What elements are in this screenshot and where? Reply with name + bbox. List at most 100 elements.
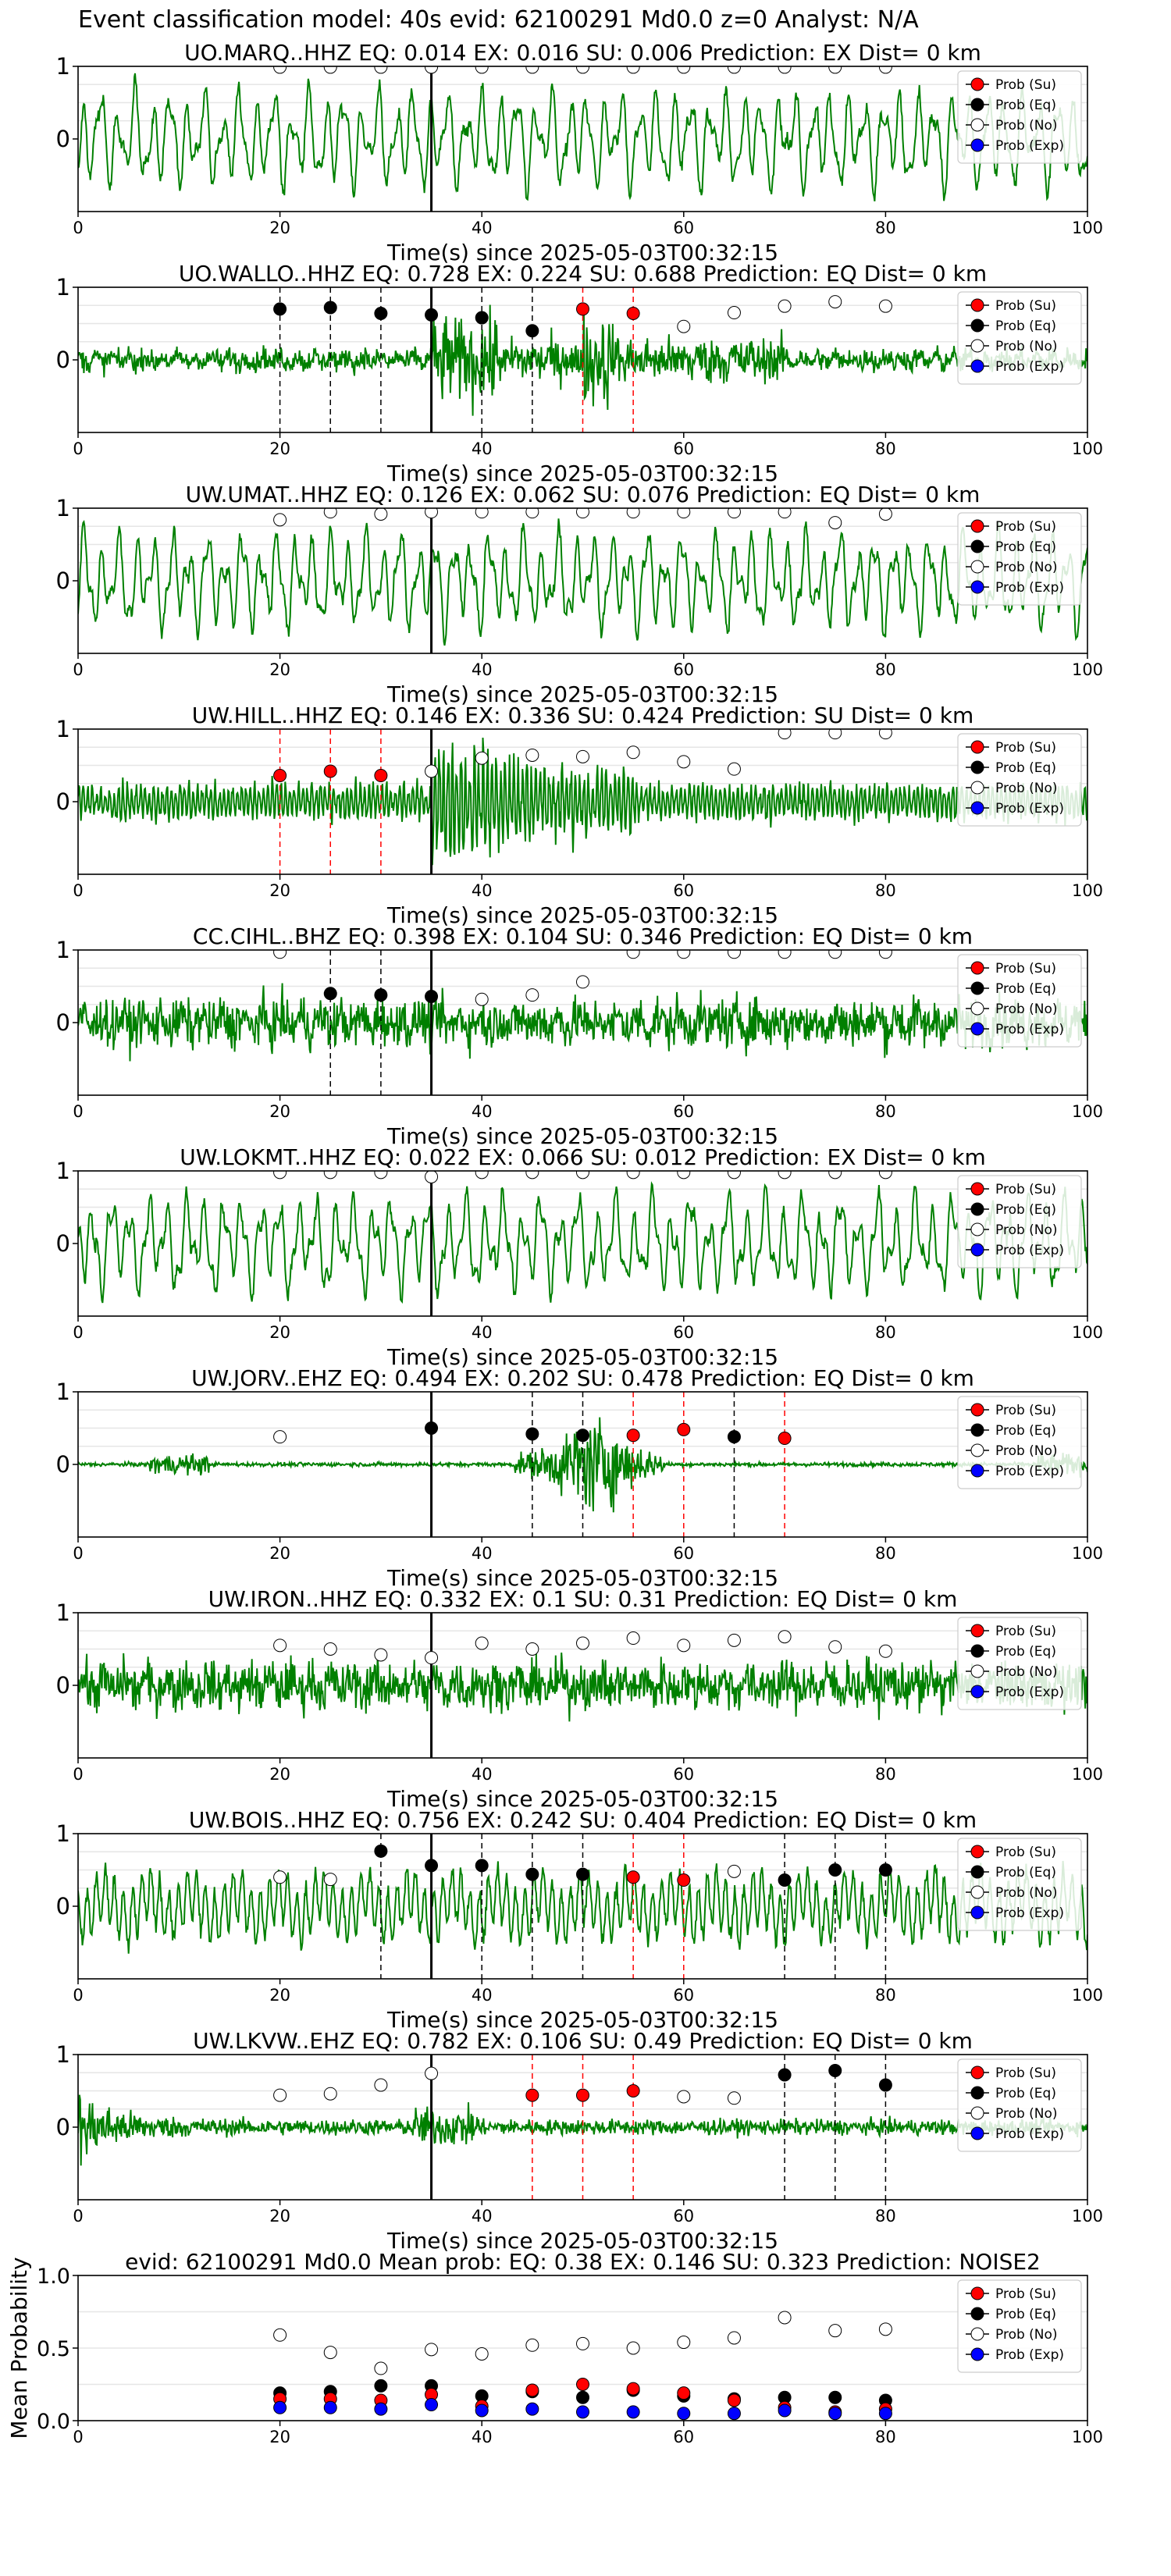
waveform-line	[78, 983, 1087, 1062]
legend-marker-exp	[970, 580, 984, 594]
legend-marker-su	[970, 1845, 984, 1859]
mean-point-no	[626, 2341, 640, 2355]
y-tick-label: 0	[56, 1009, 70, 1036]
y-tick-label: 1	[56, 2041, 70, 2068]
prob-point-su	[778, 1432, 792, 1446]
prob-point-no	[374, 1648, 388, 1662]
mean-point-su	[525, 2383, 539, 2397]
x-tick-label: 0	[73, 1102, 83, 1121]
plot-area	[78, 729, 1087, 874]
prob-point-no	[323, 1873, 337, 1887]
legend-label: Prob (Su)	[995, 1624, 1056, 1639]
prob-point-eq	[374, 988, 388, 1002]
prob-point-su	[626, 306, 640, 320]
x-tick-label: 20	[269, 881, 290, 900]
prob-point-no	[525, 748, 539, 762]
prob-point-eq	[425, 1421, 439, 1435]
prob-point-no	[273, 1430, 287, 1444]
y-tick-label: 0	[56, 126, 70, 152]
legend: Prob (Su) Prob (Eq) Prob (No) Prob (Exp)	[957, 2279, 1082, 2373]
legend-label: Prob (Exp)	[995, 359, 1064, 375]
prob-point-no	[878, 66, 892, 74]
x-axis-label: Time(s) since 2025-05-03T00:32:15	[386, 681, 778, 707]
station-panel: UW.HILL..HHZ EQ: 0.146 EX: 0.336 SU: 0.4…	[56, 703, 1104, 928]
legend-marker-exp	[970, 1022, 984, 1036]
legend-marker-no	[970, 1443, 984, 1457]
legend-label: Prob (No)	[995, 1222, 1058, 1238]
prob-point-eq	[525, 324, 539, 338]
legend-marker-eq	[970, 981, 984, 995]
legend: Prob (Su) Prob (Eq) Prob (No) Prob (Exp)	[957, 1838, 1082, 1931]
prob-point-eq	[425, 1859, 439, 1873]
prob-point-eq	[878, 1863, 892, 1877]
mean-point-no	[677, 2336, 691, 2350]
x-tick-label: 40	[472, 439, 493, 458]
legend-label: Prob (No)	[995, 560, 1058, 575]
x-tick-label: 80	[875, 1323, 896, 1342]
plot-area	[78, 1171, 1087, 1316]
prob-point-no	[677, 1171, 691, 1179]
prob-point-eq	[576, 1867, 589, 1881]
mean-point-su	[576, 2378, 589, 2391]
x-axis-label: Time(s) since 2025-05-03T00:32:15	[386, 1565, 778, 1591]
prob-point-su	[677, 1422, 691, 1436]
legend-label: Prob (No)	[995, 781, 1058, 796]
panel-title: UW.HILL..HHZ EQ: 0.146 EX: 0.336 SU: 0.4…	[192, 703, 974, 728]
y-tick-label: 1	[56, 274, 70, 301]
prob-point-eq	[425, 308, 439, 322]
prob-point-no	[576, 975, 589, 989]
x-tick-label: 0	[73, 219, 83, 237]
prob-point-no	[878, 950, 892, 959]
x-tick-label: 60	[673, 881, 694, 900]
legend-frame	[957, 70, 1082, 164]
x-tick-label: 40	[472, 1102, 493, 1121]
prob-point-eq	[374, 1844, 388, 1858]
legend-label: Prob (Su)	[995, 2065, 1056, 2081]
prob-point-no	[828, 1640, 842, 1654]
panel-title: UW.BOIS..HHZ EQ: 0.756 EX: 0.242 SU: 0.4…	[189, 1807, 977, 1833]
waveform-line	[78, 518, 1087, 646]
x-tick-label: 100	[1072, 1544, 1103, 1563]
legend-frame	[957, 1396, 1082, 1489]
plot-area	[273, 2311, 892, 2421]
prob-point-su	[374, 769, 388, 783]
prob-point-no	[778, 1171, 792, 1179]
station-panel: UW.BOIS..HHZ EQ: 0.756 EX: 0.242 SU: 0.4…	[56, 1807, 1104, 2033]
legend-marker-su	[970, 1403, 984, 1417]
y-tick-label: 1	[56, 716, 70, 742]
legend-label: Prob (Su)	[995, 1403, 1056, 1418]
panel-title: UW.IRON..HHZ EQ: 0.332 EX: 0.1 SU: 0.31 …	[208, 1586, 958, 1612]
x-tick-label: 0	[73, 660, 83, 679]
panel-title: evid: 62100291 Md0.0 Mean prob: EQ: 0.38…	[125, 2249, 1041, 2275]
legend-marker-su	[970, 2286, 984, 2300]
legend-marker-eq	[970, 1644, 984, 1658]
mean-point-eq	[576, 2390, 589, 2404]
legend-marker-no	[970, 1885, 984, 1899]
x-tick-label: 100	[1072, 1765, 1103, 1784]
prob-point-eq	[525, 1427, 539, 1441]
waveform-line	[78, 1417, 1087, 1513]
prob-point-no	[626, 66, 640, 74]
legend: Prob (Su) Prob (Eq) Prob (No) Prob (Exp)	[957, 1617, 1082, 1710]
legend-marker-su	[970, 2065, 984, 2080]
prob-point-no	[727, 1171, 741, 1179]
mean-point-no	[525, 2338, 539, 2352]
x-tick-label: 80	[875, 2207, 896, 2226]
legend-marker-no	[970, 2106, 984, 2120]
prob-point-no	[273, 1870, 287, 1884]
prob-point-no	[727, 66, 741, 74]
x-tick-label: 20	[269, 1323, 290, 1342]
figure-suptitle: Event classification model: 40s evid: 62…	[78, 6, 919, 34]
legend-marker-no	[970, 339, 984, 353]
y-tick-label: 0.0	[37, 2410, 70, 2434]
mean-probability-panel: evid: 62100291 Md0.0 Mean prob: EQ: 0.38…	[6, 2249, 1103, 2446]
legend-marker-exp	[970, 801, 984, 815]
prob-point-no	[425, 508, 439, 519]
x-tick-label: 80	[875, 660, 896, 679]
legend-label: Prob (Su)	[995, 961, 1056, 977]
x-tick-label: 40	[472, 1986, 493, 2005]
mean-point-exp	[525, 2402, 539, 2416]
prob-point-no	[525, 66, 539, 74]
prob-point-no	[677, 508, 691, 519]
x-axis-label: Time(s) since 2025-05-03T00:32:15	[386, 2228, 778, 2254]
